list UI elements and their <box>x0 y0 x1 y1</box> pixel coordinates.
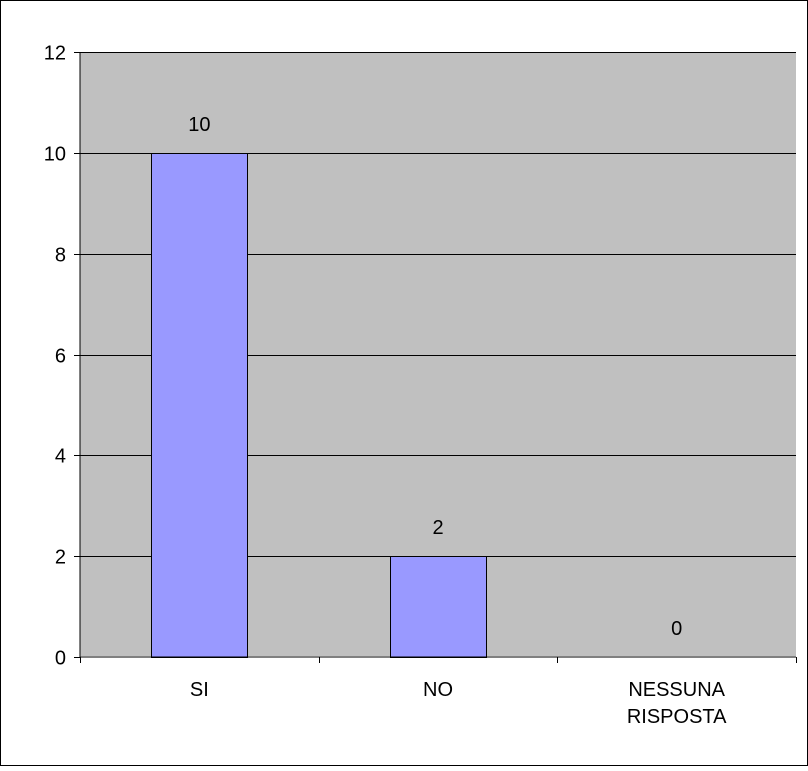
y-tick-label: 0 <box>55 648 66 670</box>
y-tick-label: 4 <box>55 446 66 468</box>
x-ticks: SI NO NESSUNA RISPOSTA <box>80 657 797 728</box>
y-tick-label: 10 <box>44 144 66 166</box>
bar <box>151 153 248 658</box>
x-tick-label: NO <box>423 679 453 701</box>
data-labels: 10 2 0 <box>188 114 682 640</box>
y-tick-label: 6 <box>55 346 66 368</box>
x-tick-label: NESSUNA <box>628 679 725 701</box>
bar-value-label: 2 <box>432 517 443 539</box>
bar <box>390 556 487 658</box>
bar-value-label: 10 <box>188 114 210 136</box>
y-ticks: 0 2 4 6 8 10 12 <box>44 43 80 670</box>
x-tick-label: SI <box>190 679 209 701</box>
y-tick-label: 8 <box>55 245 66 267</box>
bar-value-label: 0 <box>671 618 682 640</box>
bars <box>151 153 487 658</box>
x-tick-label: RISPOSTA <box>627 706 727 728</box>
y-tick-label: 12 <box>44 43 66 65</box>
y-tick-label: 2 <box>55 547 66 569</box>
